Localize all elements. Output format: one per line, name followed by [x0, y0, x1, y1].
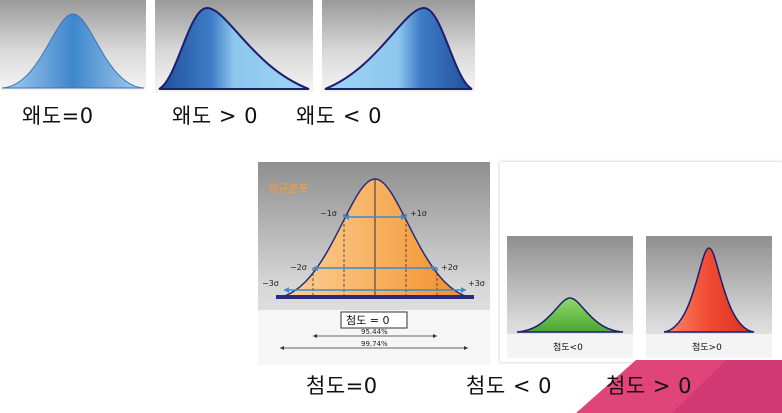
kurtosis-positive-inner-label: 첨도>0: [692, 342, 722, 353]
pink-accent-shape: [576, 360, 782, 413]
kurtosis-negative-chart: 첨도<0: [507, 236, 633, 358]
skew-negative-chart: [322, 0, 475, 92]
normal-distribution-panel: 정규분포 −1σ +1σ −2σ +2σ −3σ +3σ 첨도 = 0 95.4…: [258, 162, 490, 365]
kurtosis-negative-caption: 첨도 < 0: [466, 374, 552, 398]
skew-zero-curve: [1, 13, 145, 89]
kurtosis-negative-curve: [516, 297, 624, 333]
skew-zero-chart: [0, 0, 146, 90]
kurtosis-negative-inner-label: 첨도<0: [553, 342, 583, 353]
skew-zero-panel: [0, 0, 146, 90]
sigma-minus-3: −3σ: [262, 279, 279, 288]
normal-title: 정규분포: [268, 182, 308, 195]
kurtosis-zero-caption: 첨도=0: [306, 374, 378, 398]
normal-distribution-chart: 정규분포 −1σ +1σ −2σ +2σ −3σ +3σ 첨도 = 0 95.4…: [258, 162, 490, 365]
skew-negative-caption: 왜도 < 0: [296, 104, 382, 128]
kurtosis-zero-box-label: 첨도 = 0: [346, 314, 389, 327]
sigma-plus-1: +1σ: [410, 209, 427, 218]
kurtosis-negative-panel: 첨도<0: [507, 236, 633, 358]
kurtosis-positive-caption: 첨도 > 0: [606, 374, 692, 398]
skew-positive-panel: [155, 0, 313, 92]
skew-positive-chart: [155, 0, 313, 92]
sigma-minus-1: −1σ: [320, 209, 337, 218]
skew-positive-caption: 왜도 > 0: [172, 104, 258, 128]
skew-negative-panel: [322, 0, 475, 92]
kurtosis-positive-panel: 첨도>0: [646, 236, 772, 358]
sigma-plus-3: +3σ: [468, 279, 485, 288]
kurtosis-zero-box: [340, 311, 408, 329]
kurtosis-positive-chart: 첨도>0: [646, 236, 772, 358]
skew-negative-curve: [324, 6, 473, 90]
kurtosis-positive-curve: [663, 247, 755, 333]
pct-two-sigma: 95.44%: [361, 328, 388, 336]
sigma-plus-2: +2σ: [441, 263, 458, 272]
skew-positive-curve: [158, 6, 310, 90]
pct-three-sigma: 99.74%: [361, 340, 388, 348]
skew-zero-caption: 왜도=0: [22, 104, 94, 128]
sigma-minus-2: −2σ: [290, 263, 307, 272]
